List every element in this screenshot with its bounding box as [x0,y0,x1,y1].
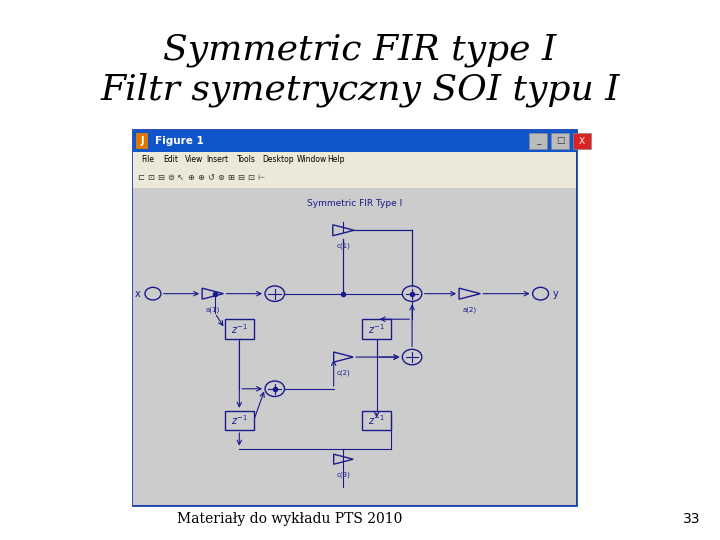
Text: ⊟: ⊟ [157,173,164,183]
Text: Insert: Insert [207,156,228,165]
Bar [133,188,576,505]
Text: ⊜: ⊜ [167,173,174,183]
Text: X: X [579,137,585,145]
Bar [362,411,391,430]
Text: Desktop: Desktop [263,156,294,165]
Text: a(2): a(2) [463,306,477,313]
Bar [551,133,569,149]
Text: ⊕: ⊕ [197,173,204,183]
Text: Symmetric FIR type I: Symmetric FIR type I [163,33,557,67]
Text: a(1): a(1) [206,306,220,313]
Bar [133,168,576,188]
Text: Symmetric FIR Type I: Symmetric FIR Type I [307,199,402,208]
Text: Figure 1: Figure 1 [155,136,204,146]
Text: ⊟: ⊟ [237,173,244,183]
Text: ⊏: ⊏ [137,173,144,183]
Text: Tools: Tools [237,156,256,165]
Text: c(3): c(3) [336,471,351,478]
Text: $z^{-1}$: $z^{-1}$ [231,322,248,336]
Text: $z^{-1}$: $z^{-1}$ [231,414,248,427]
Text: ⊛: ⊛ [217,173,224,183]
Text: ⊞: ⊞ [227,173,234,183]
Text: View: View [184,156,203,165]
Bar [136,133,148,149]
Text: $z^{-1}$: $z^{-1}$ [368,322,385,336]
Text: Materiały do wykładu PTS 2010: Materiały do wykładu PTS 2010 [177,512,402,526]
Text: y: y [553,289,559,299]
Text: ↺: ↺ [207,173,214,183]
Text: $z^{-1}$: $z^{-1}$ [368,414,385,427]
Text: Window: Window [297,156,328,165]
Bar [225,319,253,339]
Text: □: □ [556,137,564,145]
Text: c(2): c(2) [336,369,351,375]
Text: ⊢: ⊢ [257,173,264,183]
Text: ⊕: ⊕ [187,173,194,183]
Text: Edit: Edit [163,156,178,165]
Bar [225,411,253,430]
Text: _: _ [536,137,540,145]
Bar [573,133,591,149]
Text: ⊡: ⊡ [147,173,154,183]
Text: J: J [140,136,144,146]
Text: ↖: ↖ [177,173,184,183]
Text: File: File [141,156,154,165]
Text: c(1): c(1) [336,243,351,249]
Text: x: x [135,289,140,299]
Text: Filtr symetryczny SOI typu I: Filtr symetryczny SOI typu I [100,73,620,107]
Bar [133,152,576,168]
Bar [529,133,547,149]
Text: Help: Help [327,156,345,165]
Bar [362,319,391,339]
Bar [133,130,576,505]
Text: ⊡: ⊡ [247,173,254,183]
Text: 33: 33 [683,512,700,526]
Bar [133,130,576,152]
